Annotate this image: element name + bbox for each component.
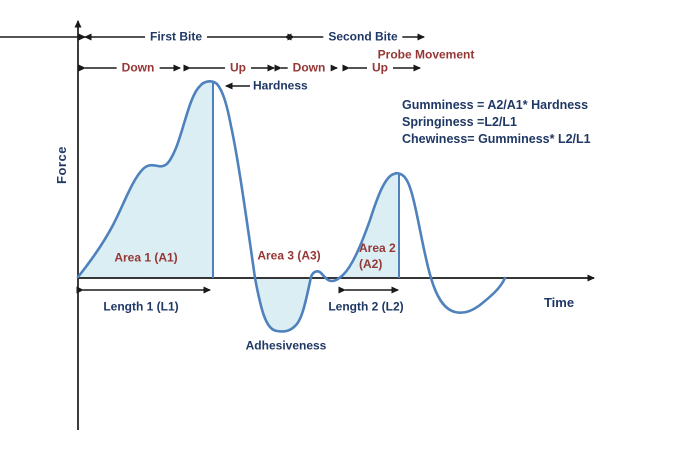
area2-fill: [340, 172, 399, 278]
down2-label: Down: [287, 61, 331, 75]
area2-label-line2: (A2): [359, 257, 383, 271]
gumminess-formula: Gumminess = A2/A1* Hardness: [402, 98, 589, 112]
tpa-force-curve: [76, 80, 507, 333]
area3-fill: [255, 278, 311, 332]
chewiness-formula: Chewiness= Gumminess* L2/L1: [402, 132, 591, 146]
formulas-block: Gumminess = A2/A1* Hardness Springiness …: [402, 97, 591, 148]
first-bite-label: First Bite: [144, 30, 208, 44]
second-bite-label: Second Bite: [323, 30, 403, 44]
springiness-formula: Springiness =L2/L1: [402, 115, 517, 129]
area3-label: Area 3 (A3): [257, 248, 321, 263]
probe-movement-label: Probe Movement: [377, 47, 475, 62]
area1-label: Area 1 (A1): [114, 250, 178, 265]
area2-label-line1: Area 2: [359, 241, 396, 255]
length1-label: Length 1 (L1): [103, 299, 179, 314]
adhesiveness-label: Adhesiveness: [245, 338, 327, 353]
down1-label: Down: [116, 61, 160, 75]
x-axis-label: Time: [543, 294, 575, 310]
up2-label: Up: [367, 61, 393, 75]
hardness-label: Hardness: [253, 78, 308, 93]
length2-label: Length 2 (L2): [328, 299, 404, 314]
up1-label: Up: [225, 61, 251, 75]
area2-label: Area 2 (A2): [359, 240, 396, 272]
y-axis-label: Force: [53, 146, 69, 184]
